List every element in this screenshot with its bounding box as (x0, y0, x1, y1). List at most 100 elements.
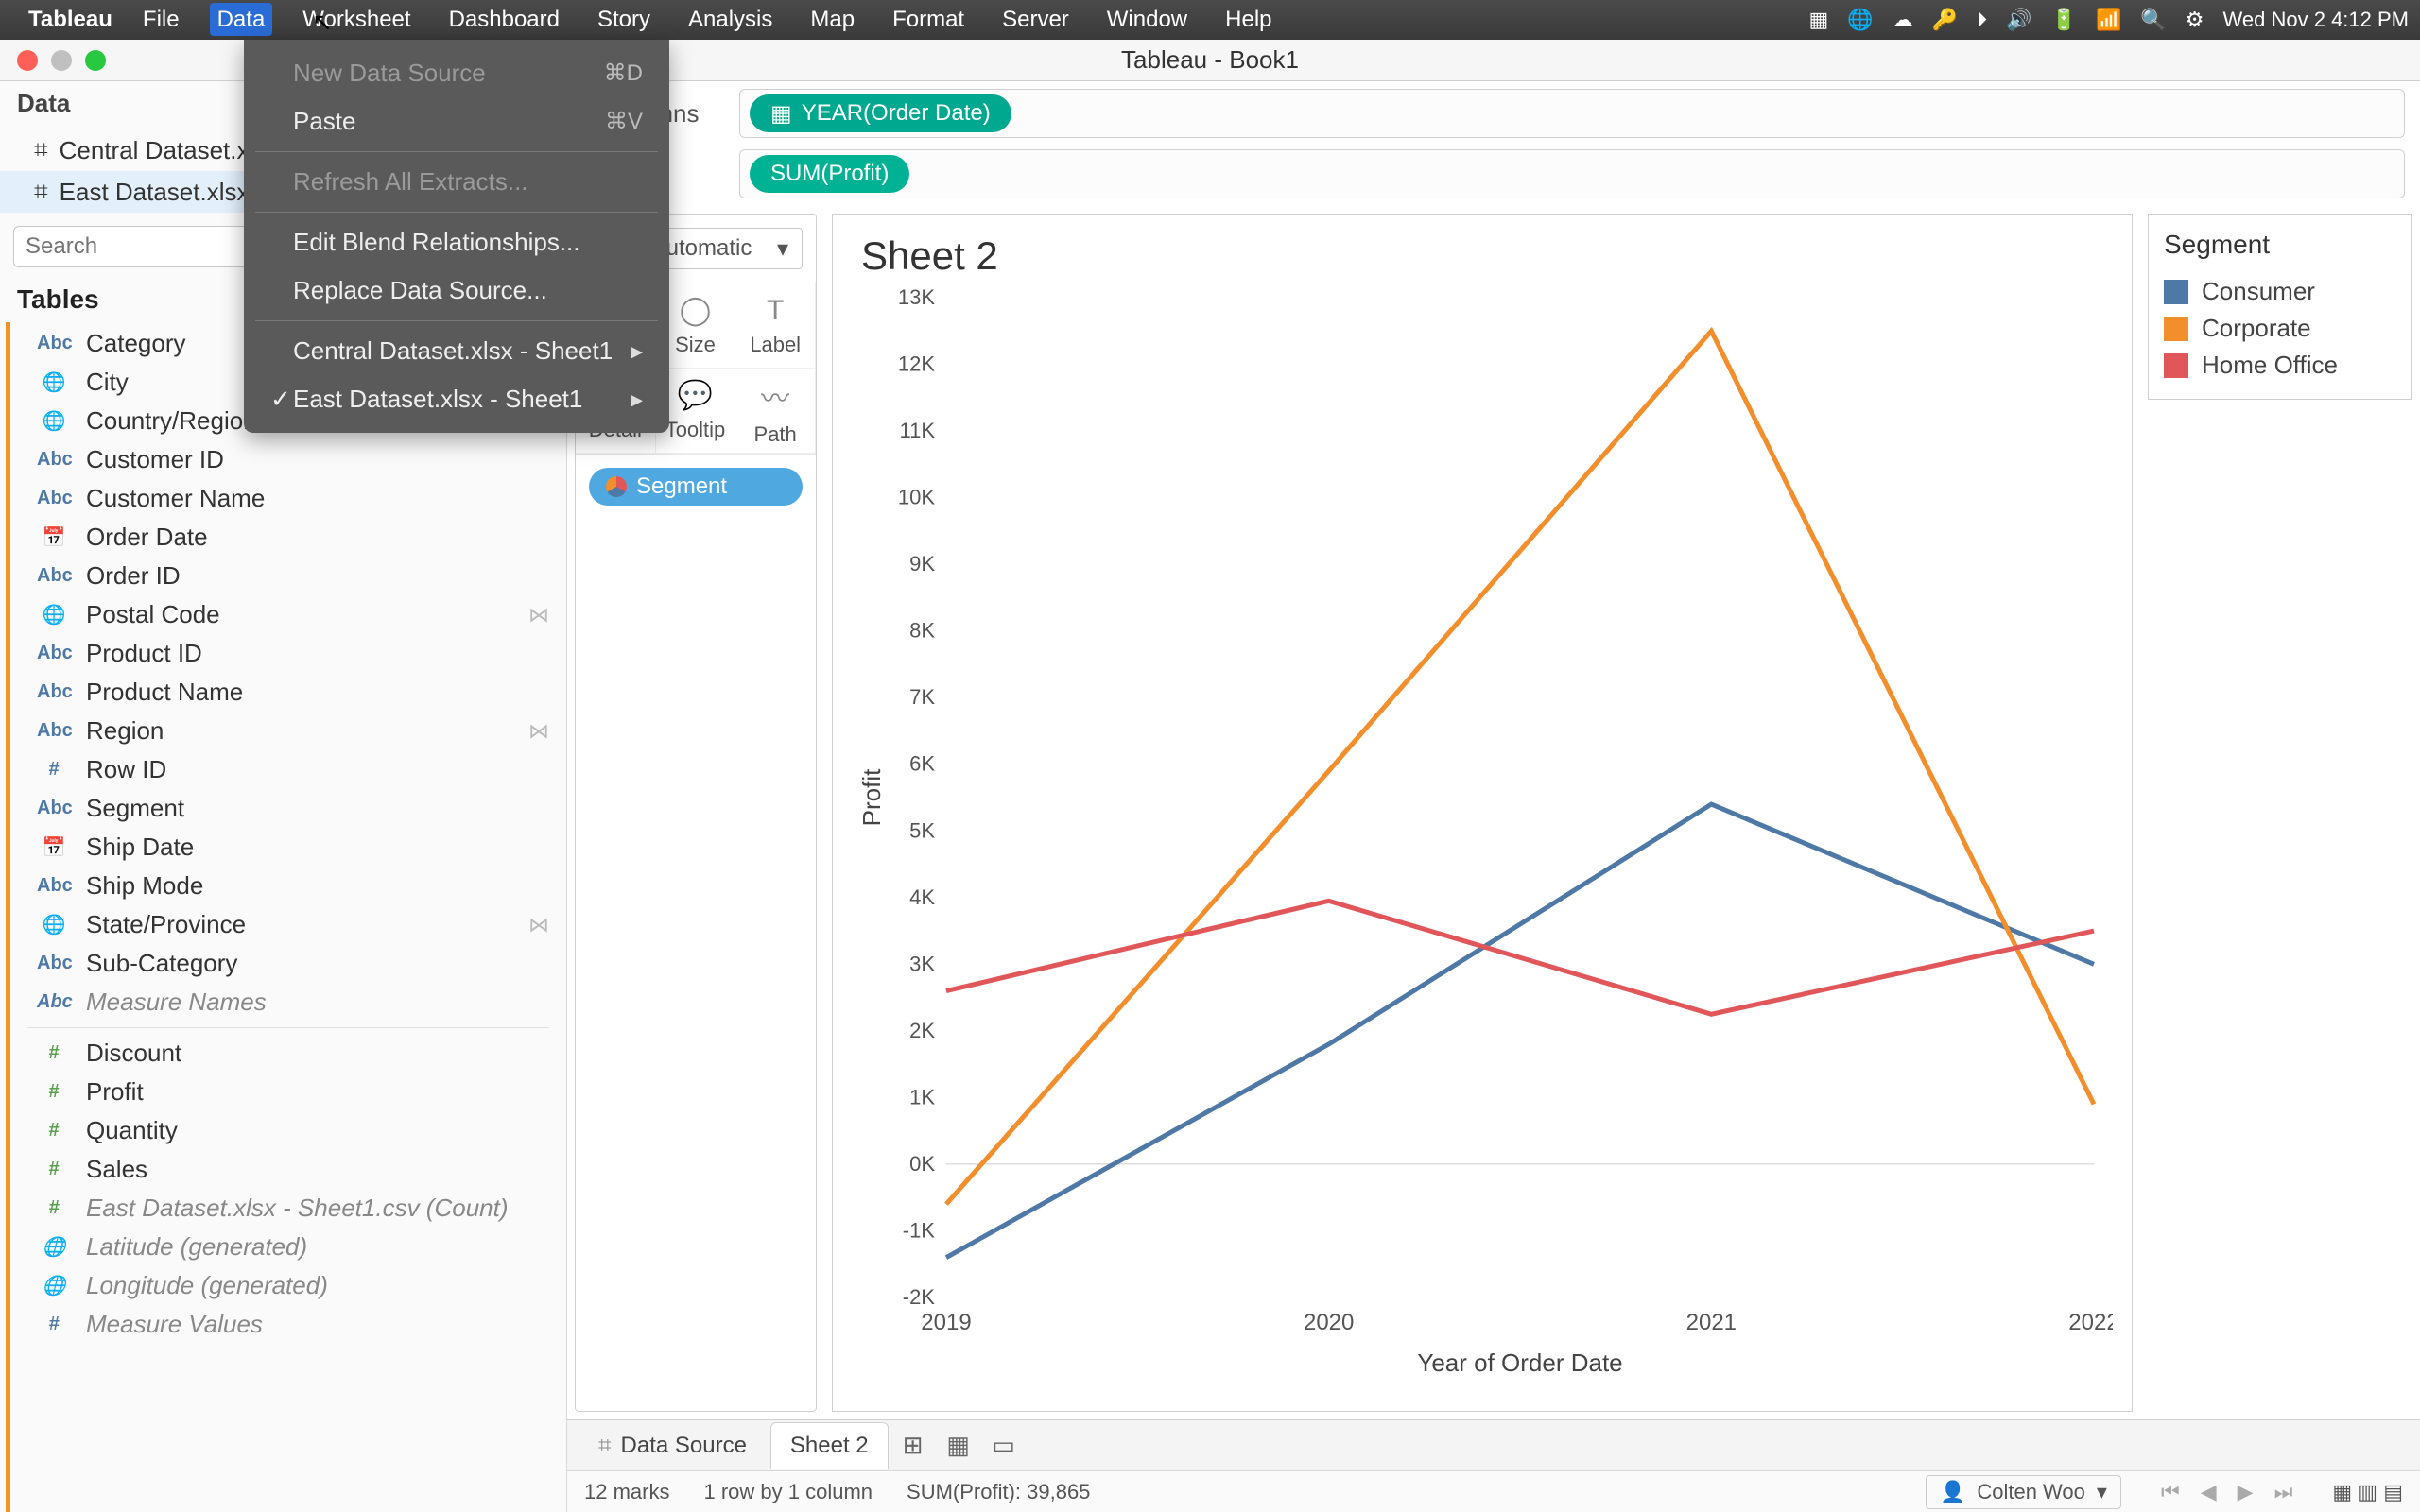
window-close-button[interactable] (17, 50, 38, 71)
status-sum: SUM(Profit): 39,865 (907, 1480, 1090, 1504)
field-sub-category[interactable]: AbcSub-Category (10, 944, 566, 983)
spotlight-icon[interactable]: 🔍 (2140, 8, 2166, 32)
menubar-app-name[interactable]: Tableau (28, 7, 112, 33)
field-measure-names[interactable]: AbcMeasure Names (10, 983, 566, 1022)
battery-icon[interactable]: 🔋 (2051, 8, 2077, 32)
columns-shelf[interactable]: ▦YEAR(Order Date) (739, 89, 2405, 138)
menu-dashboard[interactable]: Dashboard (441, 3, 567, 36)
tab-sheet-2[interactable]: Sheet 2 (770, 1422, 889, 1469)
cloud-icon[interactable]: ☁︎ (1893, 8, 1913, 32)
field-east-dataset-xlsx-sheet1-csv-count-[interactable]: #East Dataset.xlsx - Sheet1.csv (Count) (10, 1189, 566, 1228)
field-longitude-generated-[interactable]: 🌐Longitude (generated) (10, 1266, 566, 1305)
marks-label[interactable]: TLabel (735, 284, 816, 369)
menu-item-replace-data-source-[interactable]: Replace Data Source... (244, 266, 669, 315)
svg-text:9K: 9K (909, 552, 935, 576)
control-center-icon[interactable]: ⚙︎ (2186, 8, 2204, 32)
menu-item-refresh-all-extracts-: Refresh All Extracts... (244, 158, 669, 206)
color-shelf-pill[interactable]: Segment (589, 468, 803, 506)
menu-help[interactable]: Help (1218, 3, 1279, 36)
field-postal-code[interactable]: 🌐Postal Code⋈ (10, 595, 566, 634)
new-worksheet-button[interactable]: ⊞ (892, 1425, 934, 1467)
field-ship-mode[interactable]: AbcShip Mode (10, 867, 566, 905)
menu-analysis[interactable]: Analysis (681, 3, 780, 36)
play-icon[interactable]: ⏵ (1977, 8, 1987, 32)
new-dashboard-button[interactable]: ▦ (938, 1425, 979, 1467)
field-customer-name[interactable]: AbcCustomer Name (10, 479, 566, 518)
svg-text:3K: 3K (909, 952, 935, 975)
new-story-button[interactable]: ▭ (983, 1425, 1025, 1467)
svg-text:8K: 8K (909, 619, 935, 643)
field-discount[interactable]: #Discount (10, 1034, 566, 1073)
field-quantity[interactable]: #Quantity (10, 1111, 566, 1150)
marks-path[interactable]: 〰Path (735, 369, 816, 454)
menu-item-east-dataset-xlsx-sheet1[interactable]: ✓East Dataset.xlsx - Sheet1▸ (244, 375, 669, 423)
menu-item-paste[interactable]: Paste⌘V (244, 97, 669, 146)
rows-pill[interactable]: SUM(Profit) (750, 155, 909, 193)
svg-text:12K: 12K (898, 352, 935, 376)
nav-buttons[interactable]: ⏮◀▶⏭ (2155, 1480, 2298, 1504)
menu-format[interactable]: Format (885, 3, 972, 36)
field-region[interactable]: AbcRegion⋈ (10, 712, 566, 750)
svg-text:4K: 4K (909, 885, 935, 909)
field-sales[interactable]: #Sales (10, 1150, 566, 1189)
svg-text:-2K: -2K (903, 1285, 936, 1309)
svg-text:Year of Order Date: Year of Order Date (1417, 1349, 1622, 1377)
line-chart[interactable]: -2K-1K0K1K2K3K4K5K6K7K8K9K10K11K12K13KPr… (861, 288, 2113, 1383)
field-product-name[interactable]: AbcProduct Name (10, 673, 566, 712)
field-order-date[interactable]: 📅Order Date (10, 518, 566, 557)
field-latitude-generated-[interactable]: 🌐Latitude (generated) (10, 1228, 566, 1266)
field-row-id[interactable]: #Row ID (10, 750, 566, 789)
svg-text:7K: 7K (909, 685, 935, 709)
field-profit[interactable]: #Profit (10, 1073, 566, 1111)
svg-text:-1K: -1K (903, 1218, 936, 1242)
status-bar: 12 marks 1 row by 1 column SUM(Profit): … (567, 1470, 2420, 1512)
svg-text:Profit: Profit (861, 768, 886, 826)
menu-worksheet[interactable]: Worksheet (295, 3, 418, 36)
menu-file[interactable]: File (135, 3, 187, 36)
legend-item-home-office[interactable]: Home Office (2164, 347, 2396, 384)
columns-pill[interactable]: ▦YEAR(Order Date) (750, 94, 1011, 132)
color-legend[interactable]: Segment ConsumerCorporateHome Office (2148, 214, 2412, 400)
svg-text:2019: 2019 (921, 1310, 971, 1335)
view-grid-icon[interactable]: ▦ ▥ ▤ (2332, 1480, 2403, 1504)
sheet-title[interactable]: Sheet 2 (861, 233, 2113, 279)
svg-text:1K: 1K (909, 1085, 935, 1108)
mac-menubar: Tableau File Data Worksheet Dashboard Story A… (0, 0, 2420, 40)
field-product-id[interactable]: AbcProduct ID (10, 634, 566, 673)
globe-icon[interactable]: 🌐 (1847, 8, 1873, 32)
menu-item-central-dataset-xlsx-sheet1[interactable]: Central Dataset.xlsx - Sheet1▸ (244, 327, 669, 375)
color-legend-icon (606, 476, 627, 497)
menu-map[interactable]: Map (803, 3, 862, 36)
menu-server[interactable]: Server (994, 3, 1077, 36)
menu-item-new-data-source: New Data Source⌘D (244, 49, 669, 97)
svg-text:6K: 6K (909, 752, 935, 776)
window-minimize-button[interactable] (51, 50, 72, 71)
field-state-province[interactable]: 🌐State/Province⋈ (10, 905, 566, 944)
field-segment[interactable]: AbcSegment (10, 789, 566, 828)
svg-text:11K: 11K (899, 419, 935, 442)
legend-item-consumer[interactable]: Consumer (2164, 273, 2396, 310)
menu-story[interactable]: Story (590, 3, 658, 36)
field-order-id[interactable]: AbcOrder ID (10, 557, 566, 595)
menu-window[interactable]: Window (1099, 3, 1195, 36)
legend-item-corporate[interactable]: Corporate (2164, 310, 2396, 347)
svg-text:0K: 0K (909, 1152, 935, 1176)
field-ship-date[interactable]: 📅Ship Date (10, 828, 566, 867)
status-marks: 12 marks (584, 1480, 669, 1504)
tab-data-source[interactable]: Data Source (579, 1422, 767, 1469)
user-menu[interactable]: 👤 Colten Woo ▾ (1926, 1475, 2121, 1509)
field-customer-id[interactable]: AbcCustomer ID (10, 440, 566, 479)
status-rowcol: 1 row by 1 column (703, 1480, 873, 1504)
tray-icon[interactable]: ▦ (1809, 8, 1829, 32)
menubar-clock[interactable]: Wed Nov 2 4:12 PM (2223, 8, 2409, 32)
menu-item-edit-blend-relationships-[interactable]: Edit Blend Relationships... (244, 218, 669, 266)
svg-text:2022: 2022 (2068, 1310, 2113, 1335)
menu-data[interactable]: Data (210, 3, 273, 36)
volume-icon[interactable]: 🔊 (2006, 8, 2031, 32)
window-zoom-button[interactable] (85, 50, 106, 71)
svg-text:5K: 5K (909, 818, 935, 842)
wifi-icon[interactable]: 📶 (2096, 8, 2121, 32)
field-measure-values[interactable]: #Measure Values (10, 1305, 566, 1344)
key-icon[interactable]: 🔑 (1932, 8, 1958, 32)
rows-shelf[interactable]: SUM(Profit) (739, 149, 2405, 198)
